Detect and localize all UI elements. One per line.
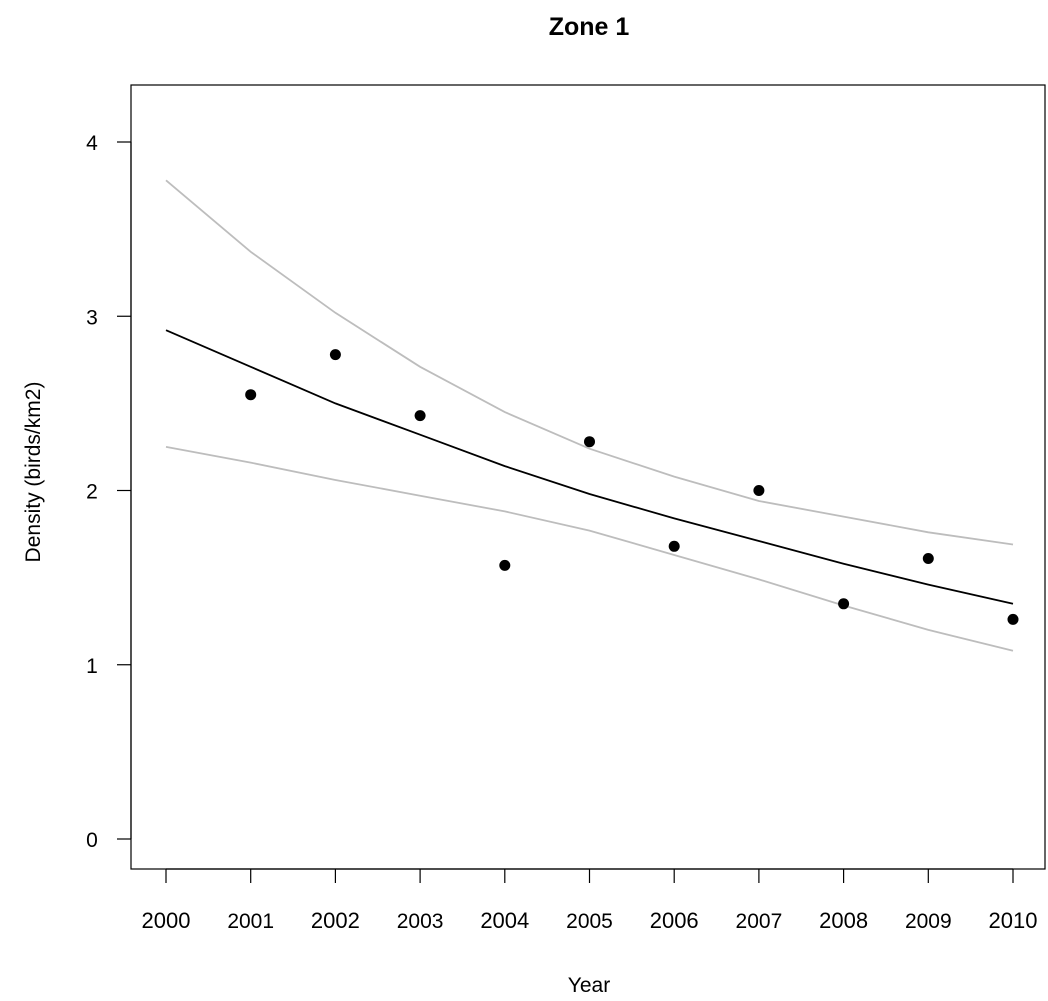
data-point-2005 <box>584 436 595 448</box>
fitted-line <box>165 329 1014 605</box>
data-point-2001 <box>245 389 257 401</box>
y-tick-label-4: 4 <box>86 132 98 155</box>
y-axis: 0 1 2 3 4 <box>86 132 132 852</box>
x-tick-label-2004: 2004 <box>480 908 529 933</box>
data-point-2008 <box>838 598 850 610</box>
y-tick-label-0: 0 <box>86 829 98 852</box>
x-tick-label-2010: 2010 <box>989 908 1038 933</box>
chart-title: Zone 1 <box>549 13 630 41</box>
x-axis-label: Year <box>568 974 610 997</box>
plot-frame <box>130 84 1046 870</box>
x-tick-label-2009: 2009 <box>905 910 952 933</box>
x-tick-label-2000: 2000 <box>142 908 191 933</box>
x-axis: 2000 2001 2002 2003 2004 2005 2006 2007 2008 2009… <box>142 868 1038 933</box>
x-tick-label-2002: 2002 <box>311 908 360 933</box>
fitted-trend-line <box>165 329 1014 605</box>
lower-ci-line <box>165 446 1014 652</box>
data-point-2002 <box>329 349 341 361</box>
x-tick-label-2007: 2007 <box>736 910 783 933</box>
y-tick-label-2: 2 <box>86 481 98 504</box>
x-tick-label-2006: 2006 <box>650 908 699 933</box>
x-tick-label-2005: 2005 <box>566 910 613 933</box>
y-tick-label-3: 3 <box>86 306 98 329</box>
data-point-2007 <box>753 485 765 496</box>
observed-points <box>245 349 1019 625</box>
x-tick-label-2001: 2001 <box>227 910 274 933</box>
y-tick-label-1: 1 <box>86 655 98 678</box>
data-point-2010 <box>1007 613 1019 625</box>
data-point-2009 <box>922 553 934 564</box>
data-point-2004 <box>499 559 511 571</box>
y-axis-label: Density (birds/km2) <box>22 382 45 563</box>
upper-ci-line <box>165 179 1014 546</box>
data-point-2006 <box>668 540 680 552</box>
data-point-2003 <box>414 410 426 422</box>
confidence-band-lines <box>165 179 1014 652</box>
x-tick-label-2003: 2003 <box>397 910 444 933</box>
x-tick-label-2008: 2008 <box>819 908 868 933</box>
